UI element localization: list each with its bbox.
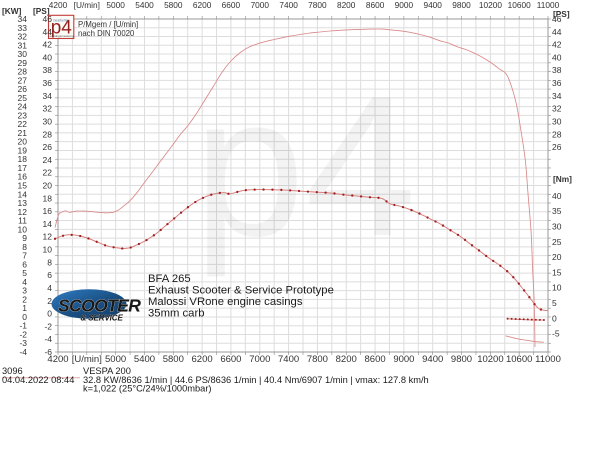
svg-text:9400: 9400 <box>422 354 443 365</box>
svg-text:44: 44 <box>552 27 562 37</box>
svg-text:32: 32 <box>43 104 53 114</box>
svg-text:7000: 7000 <box>251 0 270 10</box>
svg-text:9800: 9800 <box>451 354 472 365</box>
svg-text:8200: 8200 <box>337 0 356 10</box>
svg-text:-2: -2 <box>44 321 52 331</box>
svg-text:28: 28 <box>552 129 562 139</box>
svg-text:10600: 10600 <box>506 354 532 365</box>
svg-text:5000: 5000 <box>106 0 125 10</box>
svg-text:7400: 7400 <box>278 354 299 365</box>
svg-text:6600: 6600 <box>222 0 241 10</box>
svg-text:8600: 8600 <box>366 0 385 10</box>
svg-text:5800: 5800 <box>164 0 183 10</box>
svg-text:11000: 11000 <box>535 354 561 365</box>
svg-text:25: 25 <box>552 237 562 247</box>
svg-text:36: 36 <box>43 78 53 88</box>
svg-text:8: 8 <box>47 257 52 267</box>
svg-text:11000: 11000 <box>537 0 560 10</box>
svg-text:6600: 6600 <box>220 354 241 365</box>
svg-text:-5: -5 <box>552 329 560 339</box>
svg-text:6200: 6200 <box>192 354 213 365</box>
svg-text:9400: 9400 <box>423 0 442 10</box>
svg-text:46: 46 <box>552 14 562 24</box>
svg-text:0: 0 <box>47 309 52 319</box>
svg-text:[U/min]: [U/min] <box>72 354 102 365</box>
svg-text:5800: 5800 <box>163 354 184 365</box>
svg-text:5400: 5400 <box>134 354 155 365</box>
svg-text:46: 46 <box>43 14 53 24</box>
svg-text:[U/min]: [U/min] <box>74 0 100 10</box>
svg-text:10200: 10200 <box>477 354 503 365</box>
svg-text:20: 20 <box>552 252 562 262</box>
svg-text:28: 28 <box>43 129 53 139</box>
svg-text:4: 4 <box>47 283 52 293</box>
svg-text:p4: p4 <box>194 55 416 278</box>
svg-text:P/Mgem / [U/min]: P/Mgem / [U/min] <box>78 20 138 29</box>
svg-text:8600: 8600 <box>365 354 386 365</box>
svg-text:10200: 10200 <box>479 0 502 10</box>
svg-text:[Nm]: [Nm] <box>553 174 572 184</box>
svg-text:7400: 7400 <box>279 0 298 10</box>
svg-text:36: 36 <box>552 78 562 88</box>
svg-text:44: 44 <box>43 27 53 37</box>
svg-text:2: 2 <box>47 296 52 306</box>
svg-text:4200: 4200 <box>49 0 68 10</box>
svg-text:12: 12 <box>43 232 53 242</box>
svg-text:6200: 6200 <box>193 0 212 10</box>
svg-text:26: 26 <box>552 142 562 152</box>
svg-text:35mm carb: 35mm carb <box>148 308 205 320</box>
svg-text:7800: 7800 <box>307 354 328 365</box>
svg-text:k=1,022 (25°C/24%/1000mbar): k=1,022 (25°C/24%/1000mbar) <box>83 384 212 394</box>
svg-text:32: 32 <box>552 104 562 114</box>
svg-text:34: 34 <box>552 91 562 101</box>
svg-text:5000: 5000 <box>105 354 126 365</box>
svg-text:30: 30 <box>552 222 562 232</box>
svg-text:30: 30 <box>552 117 562 127</box>
svg-text:38: 38 <box>552 65 562 75</box>
svg-text:34: 34 <box>43 91 53 101</box>
svg-text:9000: 9000 <box>395 0 414 10</box>
svg-text:Malossi VRone engine casings: Malossi VRone engine casings <box>148 296 303 308</box>
svg-text:SCOOTER: SCOOTER <box>58 296 141 316</box>
svg-text:7800: 7800 <box>308 0 327 10</box>
svg-text:nach DIN 70020: nach DIN 70020 <box>78 29 135 38</box>
svg-text:6: 6 <box>47 270 52 280</box>
svg-text:Leistungsmessung: Leistungsmessung <box>48 34 73 38</box>
svg-text:10600: 10600 <box>508 0 531 10</box>
svg-text:20: 20 <box>43 181 53 191</box>
svg-text:42: 42 <box>43 40 53 50</box>
svg-text:16: 16 <box>43 206 53 216</box>
svg-text:04.04.2022 08:44: 04.04.2022 08:44 <box>2 375 74 385</box>
svg-text:-4: -4 <box>44 334 52 344</box>
svg-text:40: 40 <box>552 191 562 201</box>
svg-text:& SERVICE: & SERVICE <box>81 314 124 323</box>
svg-text:5400: 5400 <box>135 0 154 10</box>
svg-text:18: 18 <box>43 193 53 203</box>
svg-text:35: 35 <box>552 206 562 216</box>
svg-text:42: 42 <box>552 40 562 50</box>
svg-text:BFA 265: BFA 265 <box>148 273 191 285</box>
svg-text:40: 40 <box>552 52 562 62</box>
svg-text:10: 10 <box>43 245 53 255</box>
svg-text:Exhaust Scooter & Service Prot: Exhaust Scooter & Service Prototype <box>148 285 334 297</box>
svg-text:38: 38 <box>43 65 53 75</box>
svg-text:0: 0 <box>552 313 557 323</box>
svg-text:-6: -6 <box>44 347 52 357</box>
svg-text:15: 15 <box>552 267 562 277</box>
svg-text:14: 14 <box>43 219 53 229</box>
svg-text:26: 26 <box>43 142 53 152</box>
svg-text:40: 40 <box>43 52 53 62</box>
svg-text:10: 10 <box>552 283 562 293</box>
svg-text:9800: 9800 <box>452 0 471 10</box>
svg-text:30: 30 <box>43 117 53 127</box>
svg-text:8200: 8200 <box>336 354 357 365</box>
svg-text:5: 5 <box>552 298 557 308</box>
svg-text:22: 22 <box>43 168 53 178</box>
svg-text:-4: -4 <box>19 347 27 357</box>
svg-text:7000: 7000 <box>249 354 270 365</box>
svg-text:24: 24 <box>43 155 53 165</box>
svg-text:9000: 9000 <box>393 354 414 365</box>
